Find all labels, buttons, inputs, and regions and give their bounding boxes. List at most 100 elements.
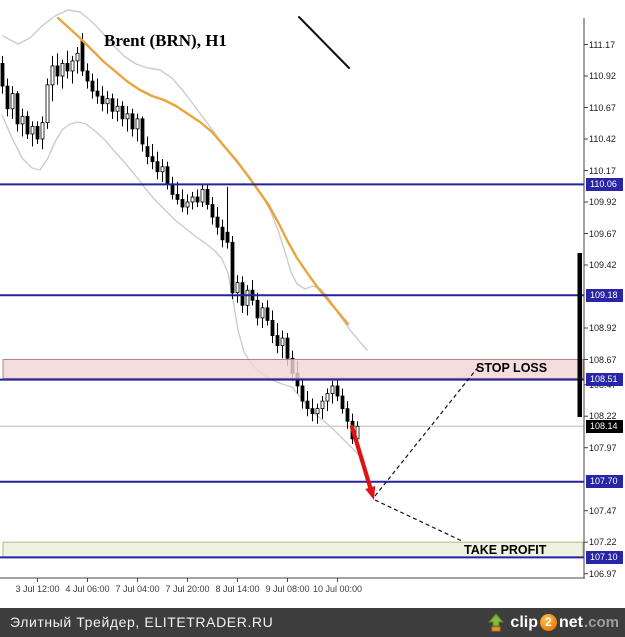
level-price-label[interactable]: 108.51 [586,373,623,387]
candle-bear [35,126,40,140]
candle-bull [30,126,35,135]
site-credit-text: Элитный Трейдер, ELITETRADER.RU [10,614,274,630]
trend-line-segment[interactable] [298,16,350,69]
candle-bull [125,113,130,120]
x-tick-label: 7 Jul 04:00 [115,584,160,594]
stop-loss-label[interactable]: STOP LOSS [476,361,548,375]
y-tick-label: 111.17 [589,39,616,50]
stop-loss-zone[interactable] [2,359,584,379]
candle-bull [45,84,50,124]
candle-bull [325,393,330,402]
candle-bull [105,98,110,105]
candle-bear [5,85,10,110]
sell-signal-arrow-head[interactable] [365,486,376,500]
candle-bear [25,115,30,135]
candle-bull [10,93,15,110]
candle-bear [85,70,90,82]
footer-bar: Элитный Трейдер, ELITETRADER.RU clip 2 n… [0,608,625,637]
candle-bear [150,156,155,163]
candle-bear [205,188,210,205]
candle-bear [15,93,20,125]
y-tick-label: 106.97 [589,568,617,579]
candle-bull [190,196,195,203]
candle-bear [95,90,100,97]
candle-bear [55,65,60,77]
candle-bear [80,40,85,72]
candle-bull [50,65,55,86]
candle-bear [110,98,115,112]
y-tick-label: 110.67 [589,102,616,113]
candle-bull [200,188,205,203]
candle-bull [315,408,320,415]
candle-bear [100,95,105,105]
logo-clip-text: clip [510,613,538,631]
candle-bull [60,63,65,77]
candle-bull [320,400,325,410]
candle-bear [340,395,345,410]
dashed-pointer-take-profit[interactable] [374,499,463,542]
moving-average-line [56,16,350,326]
candle-bear [345,408,350,422]
candle-bear [140,118,145,145]
y-tick-label: 109.67 [589,228,617,239]
candle-bear [210,204,215,218]
level-price-label[interactable]: 109.18 [586,288,623,302]
candle-bear [240,282,245,306]
candle-bear [90,80,95,92]
chart-symbol-title: Brent (BRN), H1 [104,31,227,50]
candle-bear [220,226,225,241]
y-tick-label: 110.42 [589,134,616,144]
vertical-marker-bar[interactable] [577,253,583,417]
x-tick-label: 9 Jul 08:00 [265,584,310,594]
candle-bull [330,385,335,394]
candle-bull [20,115,25,125]
candle-bear [230,241,235,294]
dashed-pointer-stop-loss[interactable] [374,365,480,497]
candle-bear [275,335,280,347]
candle-bull [115,105,120,112]
y-tick-label: 108.92 [589,323,617,333]
y-tick-label: 107.97 [589,442,617,453]
candle-bear [270,320,275,336]
clip2net-logo[interactable]: clip 2 net .com [487,608,619,637]
take-profit-label[interactable]: TAKE PROFIT [464,543,547,557]
candle-bull [280,337,285,347]
logo-com-text: .com [583,614,619,631]
x-tick-label: 10 Jul 00:00 [312,584,363,594]
candle-bear [305,400,310,410]
y-tick-label: 107.47 [589,505,617,516]
logo-net-text: net [558,613,583,631]
candle-bear [225,231,230,243]
candle-bear [130,113,135,130]
x-tick-label: 3 Jul 12:00 [15,584,60,594]
y-tick-label: 109.92 [589,197,617,207]
level-price-label[interactable]: 107.10 [586,550,623,564]
upload-arrow-icon [488,613,505,632]
candle-bear [145,146,150,158]
candle-bear [170,183,175,195]
candle-bear [265,307,270,321]
candle-bull [40,122,45,140]
candle-bear [195,196,200,203]
candle-bull [260,307,265,319]
level-price-label[interactable]: 110.06 [586,177,623,191]
x-tick-label: 7 Jul 20:00 [165,584,210,594]
y-tick-label: 108.67 [589,354,617,365]
candle-bear [285,337,290,359]
candle-bear [0,63,5,87]
level-price-label[interactable]: 107.70 [586,475,623,489]
candle-bull [160,166,165,173]
current-price-label: 108.14 [586,419,623,433]
candle-bear [65,63,70,72]
candle-bear [180,199,185,208]
logo-2-badge: 2 [539,614,557,631]
candle-bull [135,118,140,130]
candle-bull [70,60,75,72]
envelope-upper-band [2,9,368,351]
x-tick-label: 8 Jul 14:00 [215,584,260,594]
candle-bear [335,385,340,397]
candle-bull [245,289,250,306]
y-tick-label: 110.17 [589,165,616,176]
sell-signal-arrow-shaft[interactable] [349,424,373,490]
